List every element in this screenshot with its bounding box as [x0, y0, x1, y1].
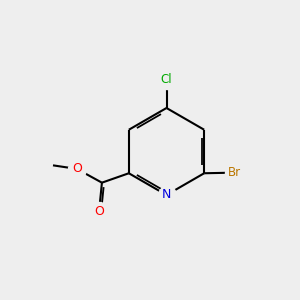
Text: O: O [72, 162, 82, 176]
Text: O: O [94, 205, 104, 218]
Text: N: N [162, 188, 171, 202]
Text: Cl: Cl [161, 73, 172, 86]
Text: Br: Br [228, 166, 241, 179]
